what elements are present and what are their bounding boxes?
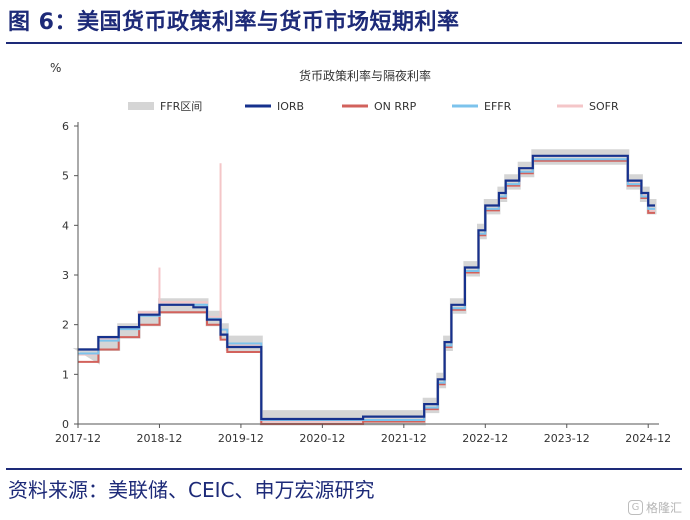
x-tick-label: 2018-12: [136, 432, 182, 445]
x-tick-label: 2019-12: [218, 432, 264, 445]
legend-on-rrp-label: ON RRP: [374, 100, 417, 113]
axes: 0 1 2 3 4 5 6 2017-12 2018-12 2019-12 2020-12 2021-…: [55, 120, 671, 445]
y-tick-label: 3: [62, 269, 69, 282]
watermark-text: 格隆汇: [645, 501, 682, 515]
y-axis-unit: %: [50, 61, 61, 75]
x-tick-label: 2022-12: [462, 432, 508, 445]
y-tick-label: 4: [62, 219, 69, 232]
on-rrp-line: [78, 159, 655, 425]
ffr-band-area: [72, 149, 657, 426]
legend-iorb-label: IORB: [277, 100, 304, 113]
y-tick-label: 2: [62, 319, 69, 332]
watermark-logo-icon: G: [627, 500, 643, 515]
effr-line: [78, 158, 655, 421]
y-tick-label: 0: [62, 418, 69, 431]
legend-ffr-band-label: FFR区间: [160, 100, 202, 113]
source-note: 资料来源：美联储、CEIC、申万宏源研究: [8, 478, 375, 502]
x-tick-label: 2024-12: [625, 432, 671, 445]
y-tick-label: 5: [62, 170, 69, 183]
source-rule: [6, 468, 682, 470]
legend-sofr-label: SOFR: [589, 100, 619, 113]
y-tick-label: 1: [62, 368, 69, 381]
figure-title: 图 6：美国货币政策利率与货币市场短期利率: [8, 10, 460, 35]
iorb-line: [78, 154, 655, 421]
watermark: G 格隆汇: [627, 499, 682, 516]
y-tick-label: 6: [62, 120, 69, 133]
sofr-line: [78, 159, 655, 423]
ffr-band-layer: [72, 149, 657, 426]
legend: FFR区间 IORB ON RRP EFFR SOFR: [128, 100, 619, 113]
x-tick-label: 2023-12: [544, 432, 590, 445]
chart-title: 货币政策利率与隔夜利率: [299, 68, 431, 83]
x-tick-label: 2020-12: [299, 432, 345, 445]
title-rule: [6, 42, 682, 44]
legend-effr-label: EFFR: [484, 100, 512, 113]
x-tick-label: 2017-12: [55, 432, 101, 445]
chart: 货币政策利率与隔夜利率 % FFR区间 IORB ON RRP EFFR SOFR 0 1…: [50, 61, 671, 445]
series-layer: [78, 154, 655, 425]
x-tick-label: 2021-12: [381, 432, 427, 445]
